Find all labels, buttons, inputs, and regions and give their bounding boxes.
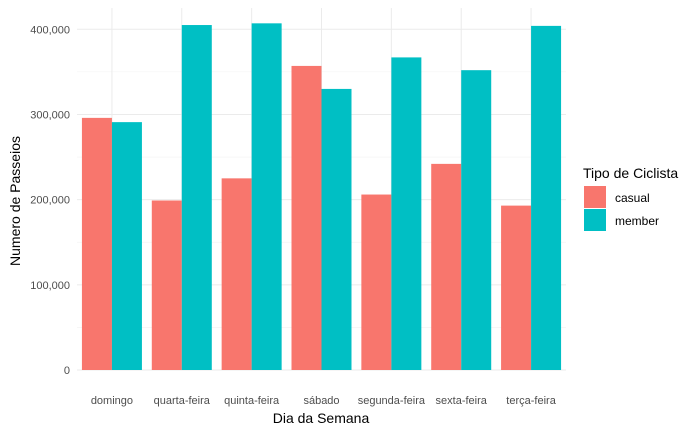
bar-member-domingo [111, 122, 142, 370]
y-axis-ticks: 0 100,000 200,000 300,000 400,000 [30, 24, 70, 377]
bar-casual-quarta-feira [151, 200, 182, 370]
bar-member-sexta-feira [461, 70, 492, 370]
legend-label-member: member [615, 214, 659, 228]
x-tick-label: sábado [303, 395, 339, 407]
bar-member-quinta-feira [251, 23, 282, 371]
x-tick-label: quinta-feira [224, 395, 280, 407]
x-tick-label: terça-feira [506, 395, 556, 407]
legend-key-casual [584, 186, 606, 208]
x-axis-ticks: domingo quarta-feira quinta-feira sábado seg… [91, 395, 557, 407]
bar-member-sábado [321, 88, 352, 370]
bar-casual-quinta-feira [221, 178, 252, 370]
y-tick-label: 100,000 [30, 280, 70, 292]
bar-member-quarta-feira [181, 25, 212, 371]
legend-label-casual: casual [615, 191, 650, 205]
bar-casual-sexta-feira [431, 163, 462, 370]
y-tick-label: 300,000 [30, 109, 70, 121]
bar-casual-segunda-feira [361, 194, 392, 370]
x-tick-label: quarta-feira [154, 395, 211, 407]
legend-key-member [584, 209, 606, 231]
x-tick-label: segunda-feira [358, 395, 426, 407]
x-tick-label: sexta-feira [436, 395, 488, 407]
bar-casual-terça-feira [501, 205, 532, 370]
y-tick-label: 200,000 [30, 195, 70, 207]
bar-member-terça-feira [531, 25, 562, 371]
x-axis-title: Dia da Semana [273, 410, 370, 426]
bar-casual-sábado [291, 65, 322, 371]
bar-casual-domingo [81, 117, 112, 370]
legend: Tipo de Ciclista casual member [583, 165, 678, 231]
bars [81, 23, 562, 371]
legend-title: Tipo de Ciclista [583, 165, 678, 181]
y-tick-label: 400,000 [30, 24, 70, 36]
x-tick-label: domingo [91, 395, 133, 407]
y-axis-title: Numero de Passeios [7, 136, 23, 266]
bar-member-segunda-feira [391, 57, 422, 371]
y-tick-label: 0 [64, 365, 70, 377]
